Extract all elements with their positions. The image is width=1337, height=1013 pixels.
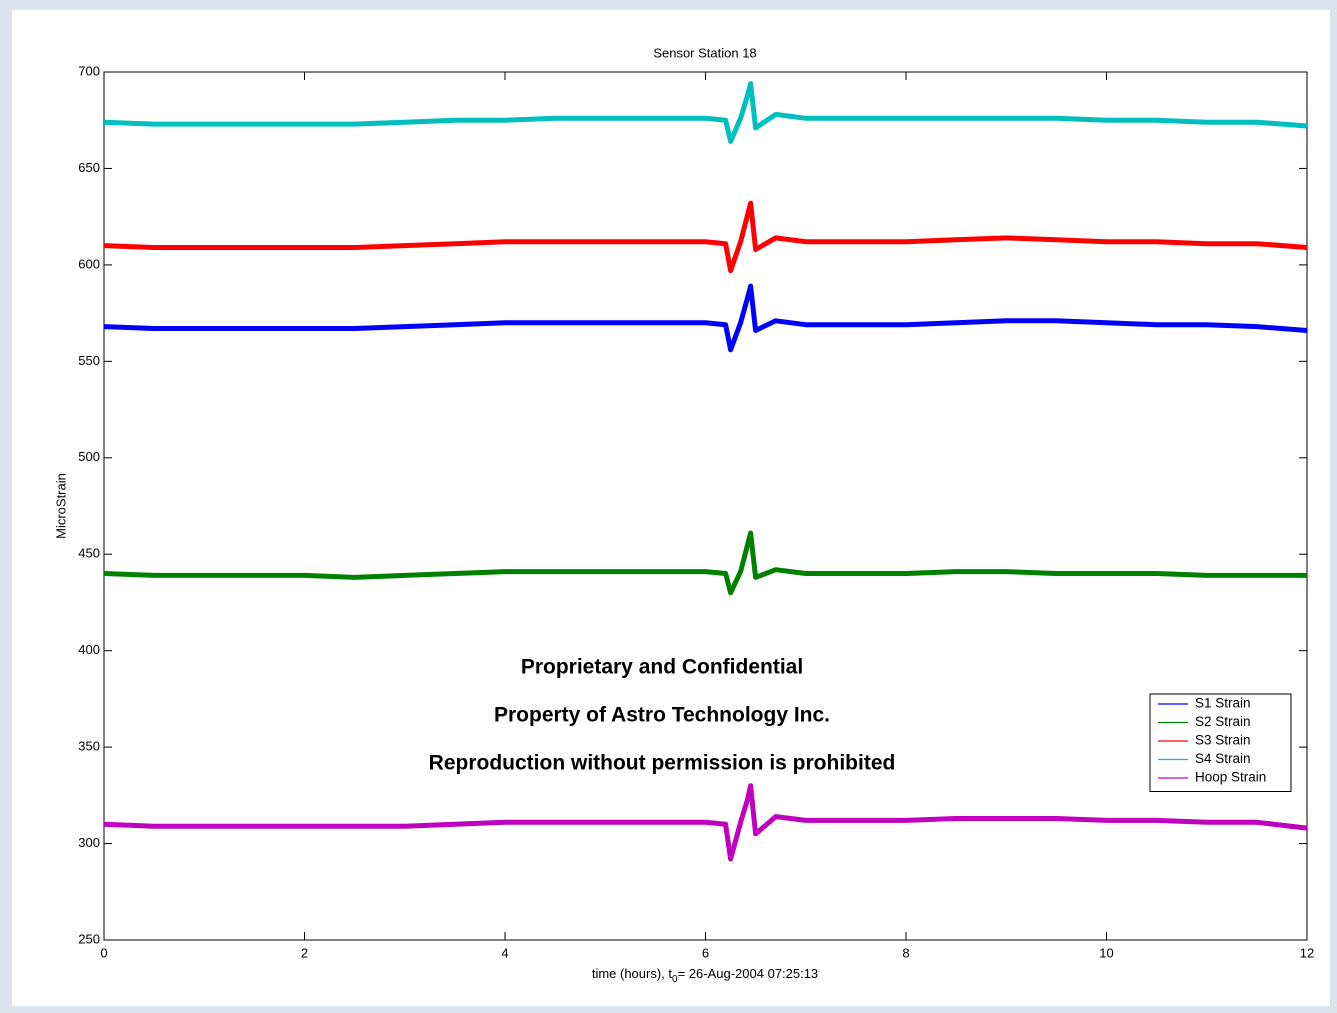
annotation: Proprietary and Confidential	[521, 656, 803, 679]
legend-label: S4 Strain	[1195, 751, 1251, 766]
x-tick-label: 12	[1300, 945, 1314, 960]
legend-label: Hoop Strain	[1195, 770, 1266, 785]
x-axis-label-part: = 26-Aug-2004 07:25:13	[678, 966, 819, 981]
y-tick-label: 650	[78, 160, 100, 175]
annotation: Property of Astro Technology Inc.	[494, 704, 830, 727]
legend-label: S2 Strain	[1195, 714, 1251, 729]
y-tick-label: 600	[78, 256, 100, 271]
x-axis-label-subscript: 0	[672, 974, 678, 985]
series-line	[103, 530, 1307, 596]
plot-area	[103, 71, 1308, 941]
chart-title: Sensor Station 18	[653, 45, 756, 60]
x-tick-label: 2	[301, 945, 308, 960]
annotation: Reproduction without permission is prohi…	[429, 752, 896, 775]
series-line	[103, 81, 1308, 144]
x-tick-label: 10	[1099, 945, 1113, 960]
x-tick-label: 0	[100, 945, 107, 960]
y-tick-label: 500	[78, 449, 100, 464]
y-tick-label: 450	[78, 546, 100, 561]
series-line	[103, 200, 1308, 274]
y-tick-label: 550	[78, 353, 100, 368]
legend-label: S3 Strain	[1195, 733, 1251, 748]
x-axis-label-part: time (hours), t	[592, 966, 673, 981]
legend-label: S1 Strain	[1195, 696, 1251, 711]
y-tick-label: 700	[78, 63, 100, 78]
y-tick-label: 400	[78, 642, 100, 657]
x-tick-label: 4	[501, 945, 508, 960]
x-axis-label: time (hours), t0= 26-Aug-2004 07:25:13	[592, 966, 818, 984]
x-tick-label: 6	[702, 945, 709, 960]
y-axis-label: MicroStrain	[53, 473, 68, 539]
x-tick-label: 8	[902, 945, 909, 960]
series-line	[103, 783, 1308, 862]
y-tick-label: 300	[78, 835, 100, 850]
legend-box	[1149, 693, 1292, 792]
y-tick-label: 250	[78, 931, 100, 946]
series-line	[103, 283, 1308, 353]
y-tick-label: 350	[78, 739, 100, 754]
